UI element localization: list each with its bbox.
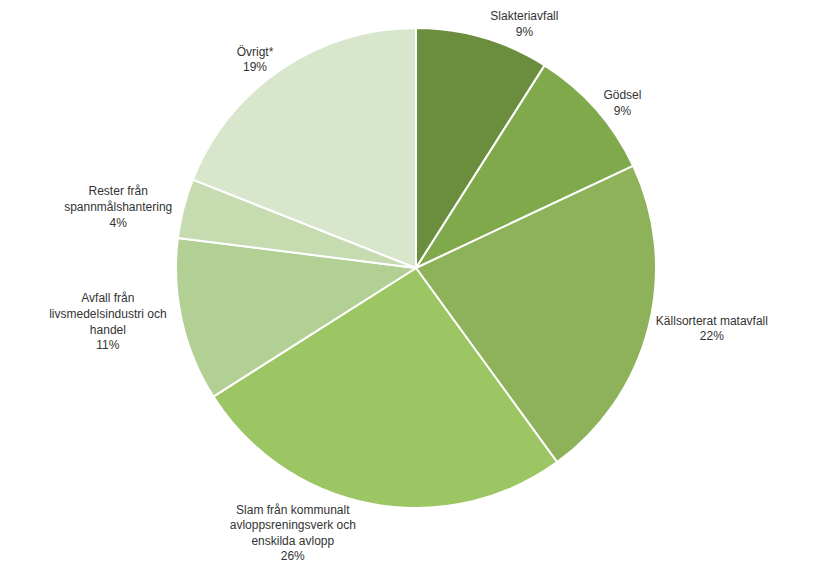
svg-text:Slam från kommunaltavloppsreni: Slam från kommunaltavloppsreningsverk oc… xyxy=(230,503,356,564)
svg-text:Slakteriavfall9%: Slakteriavfall9% xyxy=(490,9,558,39)
svg-text:Gödsel9%: Gödsel9% xyxy=(603,88,641,118)
svg-text:Avfall frånlivsmedelsindustri: Avfall frånlivsmedelsindustri ochhandel1… xyxy=(49,291,166,352)
svg-text:Rester frånspannmålshantering4: Rester frånspannmålshantering4% xyxy=(64,184,172,229)
svg-text:Övrigt*19%: Övrigt*19% xyxy=(237,45,274,75)
svg-text:Källsorterat matavfall22%: Källsorterat matavfall22% xyxy=(656,314,768,344)
